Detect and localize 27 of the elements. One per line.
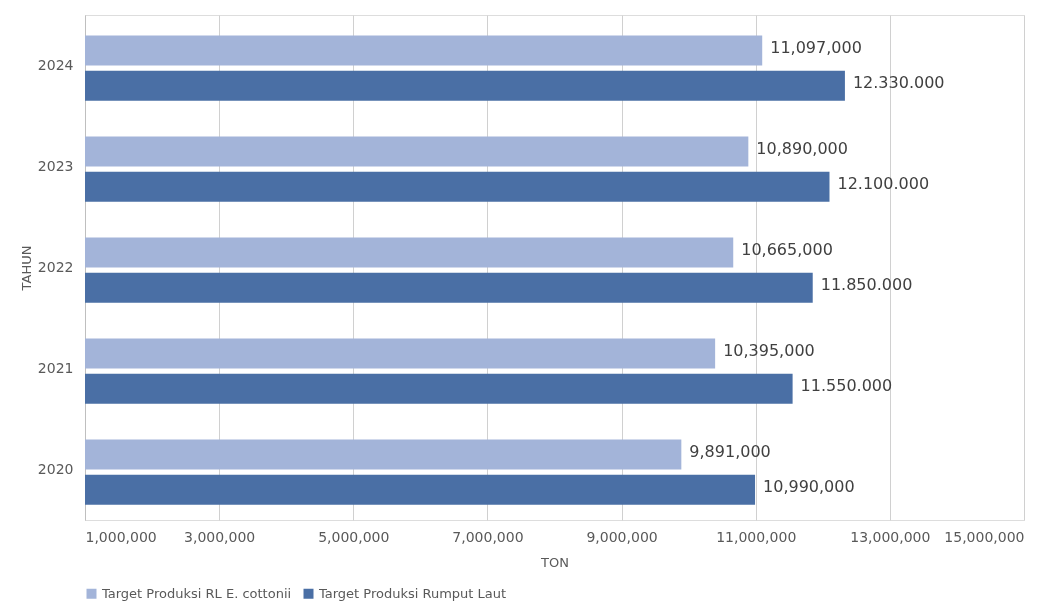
data-label: 10,990,000 xyxy=(763,477,855,497)
data-label: 11.550.000 xyxy=(800,376,893,396)
x-axis-title: TON xyxy=(540,554,569,570)
x-tick-label: 1,000,000 xyxy=(85,528,157,545)
data-label: 11,097,000 xyxy=(770,37,862,57)
x-tick-label: 15,000,000 xyxy=(944,528,1025,545)
data-label: 10,395,000 xyxy=(723,340,815,360)
legend-label: Target Produksi Rumput Laut xyxy=(318,585,507,601)
x-tick-label: 3,000,000 xyxy=(184,528,256,545)
y-tick-label: 2023 xyxy=(37,157,74,174)
y-tick-label: 2024 xyxy=(37,56,74,73)
data-label: 10,665,000 xyxy=(741,239,833,259)
x-tick-label: 5,000,000 xyxy=(318,528,390,545)
data-label: 9,891,000 xyxy=(689,441,771,461)
legend-label: Target Produksi RL E. cottonii xyxy=(101,585,292,601)
x-tick-label: 13,000,000 xyxy=(850,528,931,545)
data-label: 10,890,000 xyxy=(756,138,848,158)
y-tick-label: 2022 xyxy=(37,258,74,275)
y-axis-title: TAHUN xyxy=(18,245,34,292)
data-label: 12.330.000 xyxy=(852,73,945,93)
x-tick-label: 9,000,000 xyxy=(586,528,658,545)
x-tick-label: 11,000,000 xyxy=(716,528,797,545)
y-tick-label: 2021 xyxy=(37,359,74,376)
x-tick-label: 7,000,000 xyxy=(452,528,524,545)
y-tick-label: 2020 xyxy=(37,460,74,477)
data-label: 11.850.000 xyxy=(820,275,913,295)
data-label: 12.100.000 xyxy=(837,174,930,194)
